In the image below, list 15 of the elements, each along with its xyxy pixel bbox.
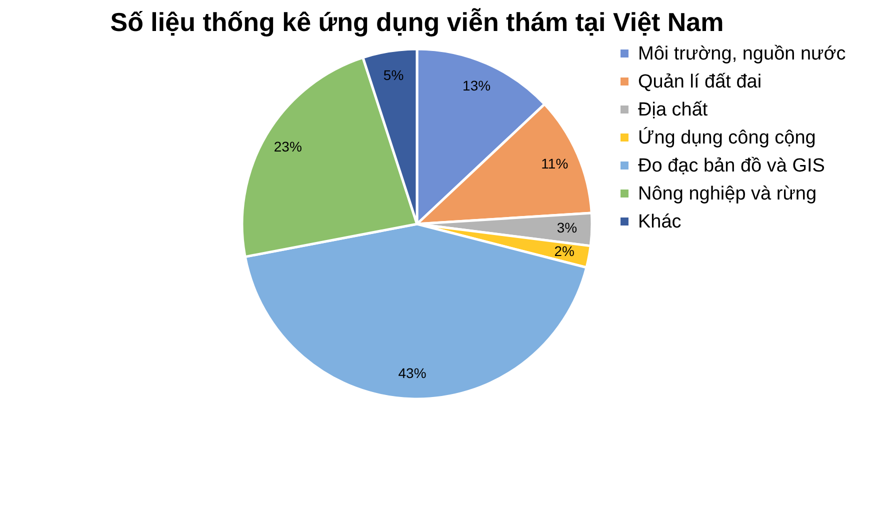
legend-label: Môi trường, nguồn nước <box>638 44 846 64</box>
legend-label: Quản lí đất đai <box>638 72 762 92</box>
chart-title: Số liệu thống kê ứng dụng viễn thám tại Việt Nam <box>110 7 724 37</box>
data-label: 5% <box>383 66 404 83</box>
data-label: 2% <box>554 243 574 260</box>
legend-label: Ứng dụng công cộng <box>638 126 816 148</box>
data-label: 11% <box>541 155 568 172</box>
data-label: 3% <box>556 220 578 236</box>
data-label: 13% <box>462 77 491 94</box>
legend-label: Nông nghiệp và rừng <box>638 184 817 204</box>
data-label: 23% <box>274 138 302 155</box>
legend-label: Địa chất <box>638 100 708 120</box>
legend-label: Đo đạc bản đồ và GIS <box>638 156 825 176</box>
legend-label: Khác <box>638 212 682 232</box>
data-label: 43% <box>398 364 426 381</box>
